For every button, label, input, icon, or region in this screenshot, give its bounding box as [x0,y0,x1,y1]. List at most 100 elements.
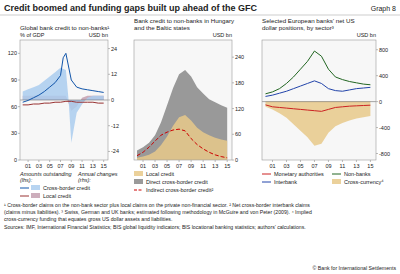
y-tick-label: 240 [235,54,244,60]
x-tick [342,160,343,162]
x-tick [179,160,180,162]
legend-swatch [134,171,143,176]
x-tick [155,160,156,162]
x-tick-label: 09 [325,163,331,169]
y-tick-label: 120 [8,50,17,56]
footnote: ¹ Cross-border claims on the non-bank se… [4,202,310,208]
plot-area [262,40,376,160]
plot-area [20,40,108,160]
legend-swatch [262,174,271,175]
panel-title: Bank credit to non-banks in Hungary [134,17,235,24]
zero-line [262,101,376,102]
legend-label: Cross-border credit [43,185,91,191]
y-tick-label: 400 [379,73,388,79]
legend-swatch [134,190,143,191]
x-tick-label: 07 [311,163,317,169]
x-tick [314,160,315,162]
y-tick-label: -24 [111,148,119,154]
graph-label: Graph 8 [371,5,396,13]
x-tick [38,160,39,162]
y-tick-label: 180 [235,80,244,86]
line [265,105,370,111]
y-tick [108,100,110,101]
y-tick-label: 90 [11,77,17,83]
y-tick [232,108,234,109]
x-tick-label: 15 [224,163,230,169]
panel: Selected European banks’ net USdollar po… [262,17,390,185]
series-group [20,53,108,143]
x-tick [49,160,50,162]
legend-swatch [332,179,341,184]
legend-swatch [20,196,29,197]
x-tick [92,160,93,162]
x-tick-label: 01 [25,163,31,169]
y-tick [232,82,234,83]
y-tick-label: 60 [235,131,241,137]
y-tick-label: 24 [111,46,117,52]
x-tick [191,160,192,162]
line [265,51,370,94]
plot-frame [20,40,108,160]
y-tick-label: 60 [11,104,17,110]
y-tick-label: 800 [379,47,388,53]
x-tick-label: 07 [176,163,182,169]
x-tick [286,160,287,162]
x-tick-label: 09 [68,163,74,169]
x-tick [300,160,301,162]
y-tick [232,160,234,161]
legend-swatch [134,179,143,184]
legend-swatch [31,193,40,198]
footnote: (claims minus liabilities). ³ Swiss, Ger… [4,209,312,215]
x-tick-label: 15 [101,163,107,169]
copyright: © Bank for International Settlements [313,265,397,271]
legend-heading: (lhs): [20,177,33,183]
x-tick [356,160,357,162]
x-tick-label: 15 [367,163,373,169]
panel: Global bank credit to non-banks¹% of GDP… [8,24,119,199]
legend-label: Interbank [274,179,297,185]
x-tick [328,160,329,162]
x-tick-label: 03 [36,163,42,169]
line [137,129,227,158]
x-tick-label: 05 [297,163,303,169]
line [23,53,104,102]
x-tick-label: 13 [90,163,96,169]
y-tick-label: 12 [111,71,117,77]
x-tick-label: 11 [200,163,206,169]
y-tick-label: -400 [379,125,390,131]
x-tick-label: 01 [269,163,275,169]
y-axis-label: USD bn [357,32,376,38]
x-tick-label: 03 [283,163,289,169]
legend-label: Local credit [146,171,175,177]
panel-title: dollar positions, by sector³ [262,24,334,31]
panel-title: Global bank credit to non-banks¹ [20,24,109,31]
x-tick [227,160,228,162]
y-tick [108,125,110,126]
legend-swatch [20,188,29,189]
line [23,101,104,105]
x-tick [28,160,29,162]
x-tick [82,160,83,162]
chart: Credit boomed and funding gaps built up … [0,0,400,274]
x-tick-label: 13 [212,163,218,169]
x-tick [272,160,273,162]
legend-label: Cross-currency⁴ [344,179,384,185]
x-tick [143,160,144,162]
y-tick [232,134,234,135]
y-tick-label: -12 [111,123,119,129]
legend-label: Monetary authorities [274,171,324,177]
plot-frame [262,40,376,160]
x-tick [60,160,61,162]
panel-title: Selected European banks’ net US [262,17,355,24]
footnote: cross-currency funding that equates gros… [4,216,172,222]
x-tick-label: 13 [353,163,359,169]
area [265,102,370,146]
series-group [137,70,227,160]
area [137,70,227,160]
y-tick [108,48,110,49]
line [265,81,370,97]
title: Credit boomed and funding gaps built up … [4,3,257,13]
y2-axis-label: USD bn [89,32,108,38]
y-axis-label: % of GDP [20,32,45,38]
title-rule [0,15,400,16]
